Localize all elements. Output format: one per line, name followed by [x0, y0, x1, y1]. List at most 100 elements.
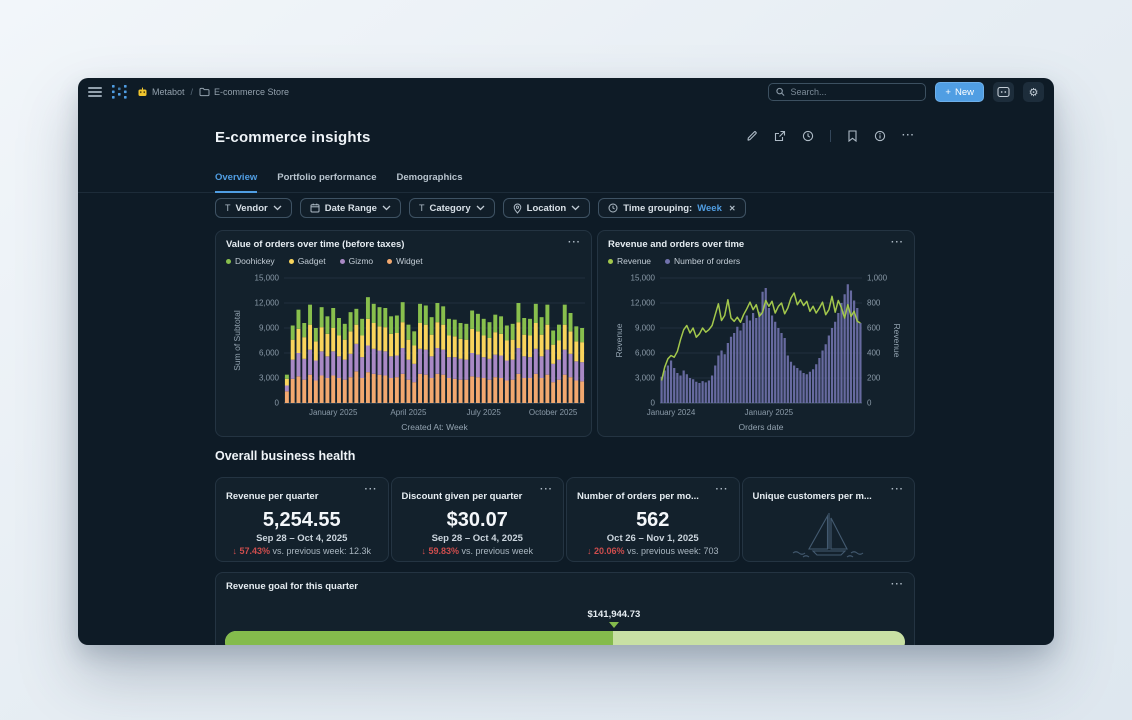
kpi-date-range: Sep 28 – Oct 4, 2025: [431, 533, 523, 544]
revenue-orders-chart-card: Revenue and orders over time ··· Revenue…: [597, 230, 915, 437]
tab-portfolio-performance[interactable]: Portfolio performance: [277, 172, 377, 183]
new-button[interactable]: + New: [935, 82, 984, 102]
search-box[interactable]: [768, 83, 927, 101]
calendar-icon: [310, 203, 320, 213]
legend-item[interactable]: Number of orders: [665, 256, 740, 266]
svg-text:800: 800: [867, 299, 881, 308]
filter-bar: T Vendor Date Range T Category Location …: [215, 198, 746, 218]
share-icon[interactable]: [774, 130, 786, 142]
svg-text:0: 0: [867, 399, 872, 408]
history-clock-icon[interactable]: [802, 130, 814, 142]
card-menu-icon[interactable]: ···: [891, 579, 904, 590]
revenue-goal-card: Revenue goal for this quarter ··· $141,9…: [215, 572, 915, 645]
kpi-revenue-per-quarter[interactable]: Revenue per quarter ··· 5,254.55 Sep 28 …: [215, 477, 389, 562]
page-title: E-commerce insights: [215, 129, 371, 146]
card-menu-icon[interactable]: ···: [891, 237, 904, 248]
svg-text:Sum of Subtotal: Sum of Subtotal: [232, 310, 242, 371]
down-arrow-icon: ↓: [232, 546, 237, 556]
metabase-logo-icon[interactable]: [111, 84, 128, 100]
legend-item[interactable]: Revenue: [608, 256, 651, 266]
svg-text:Revenue: Revenue: [892, 323, 902, 357]
more-options-icon[interactable]: ···: [902, 130, 915, 141]
text-filter-icon: T: [225, 203, 231, 213]
filter-category[interactable]: T Category: [408, 198, 495, 218]
chevron-down-icon: [476, 205, 485, 211]
legend-item[interactable]: Gadget: [288, 256, 326, 266]
kpi-change-pct: 20.06%: [593, 546, 625, 556]
chart-title: Value of orders over time (before taxes): [226, 239, 405, 250]
svg-text:200: 200: [867, 374, 881, 383]
legend-dot: [608, 258, 613, 264]
folder-icon: [199, 87, 210, 97]
card-menu-icon[interactable]: ···: [568, 237, 581, 248]
breadcrumb-metabot[interactable]: Metabot: [137, 87, 185, 98]
goal-marker-value: $141,944.73: [587, 609, 641, 620]
breadcrumb-separator: /: [190, 87, 194, 97]
svg-text:1,000: 1,000: [867, 274, 888, 283]
svg-text:January 2024: January 2024: [647, 408, 696, 417]
chat-icon: [997, 86, 1010, 98]
chevron-down-icon: [273, 205, 282, 211]
settings-button[interactable]: ⚙: [1023, 82, 1044, 102]
goal-card-title: Revenue goal for this quarter: [226, 581, 358, 592]
kpi-title: Revenue per quarter: [226, 491, 319, 502]
svg-text:12,000: 12,000: [255, 299, 280, 308]
metabot-chat-button[interactable]: [993, 82, 1014, 102]
bookmark-icon[interactable]: [847, 130, 858, 142]
card-menu-icon[interactable]: ···: [364, 484, 378, 495]
svg-text:Revenue: Revenue: [614, 323, 624, 357]
kpi-change: ↓ 20.06% vs. previous week: 703: [577, 546, 729, 556]
kpi-discount-per-quarter[interactable]: Discount given per quarter ··· $30.07 Se…: [390, 477, 564, 562]
breadcrumb: Metabot / E-commerce Store: [137, 87, 289, 98]
legend-item[interactable]: Gizmo: [339, 256, 374, 266]
edit-pencil-icon[interactable]: [746, 130, 758, 142]
tab-overview[interactable]: Overview: [215, 172, 258, 193]
kpi-date-range: Oct 26 – Nov 1, 2025: [606, 533, 699, 544]
svg-text:January 2025: January 2025: [745, 408, 794, 417]
kpi-unique-customers[interactable]: Unique customers per m... ···: [741, 477, 915, 562]
filter-time-grouping-label: Time grouping:: [623, 202, 693, 214]
clock-icon: [608, 203, 618, 213]
svg-text:April 2025: April 2025: [390, 408, 427, 417]
filter-vendor[interactable]: T Vendor: [215, 198, 292, 218]
svg-text:0: 0: [275, 399, 280, 408]
kpi-title: Number of orders per mo...: [577, 491, 699, 502]
legend-item[interactable]: Widget: [387, 256, 423, 266]
gear-icon: ⚙: [1028, 86, 1039, 99]
hamburger-menu-icon[interactable]: [88, 87, 102, 97]
down-arrow-icon: ↓: [586, 546, 592, 556]
sailboat-empty-state-icon: [792, 513, 864, 558]
kpi-value: 562: [636, 509, 670, 531]
kpi-orders-per-month[interactable]: Number of orders per mo... ··· 562 Oct 2…: [566, 477, 740, 562]
metabot-robot-icon: [138, 87, 147, 96]
chevron-down-icon: [571, 205, 580, 211]
section-heading: Overall business health: [215, 449, 356, 463]
breadcrumb-collection[interactable]: E-commerce Store: [199, 87, 289, 97]
search-input[interactable]: [790, 87, 919, 97]
legend-label: Gizmo: [348, 256, 374, 266]
filter-time-grouping[interactable]: Time grouping: Week ✕: [598, 198, 746, 218]
legend-label: Revenue: [617, 256, 652, 266]
remove-filter-icon[interactable]: ✕: [728, 203, 736, 213]
chart-legend: Doohickey Gadget Gizmo Widget: [216, 250, 591, 266]
svg-text:9,000: 9,000: [259, 324, 280, 333]
kpi-row: Revenue per quarter ··· 5,254.55 Sep 28 …: [215, 477, 915, 562]
tab-demographics[interactable]: Demographics: [396, 172, 463, 183]
legend-item[interactable]: Doohickey: [226, 256, 275, 266]
new-button-label: New: [954, 86, 974, 98]
card-menu-icon[interactable]: ···: [891, 484, 904, 495]
filter-location[interactable]: Location: [502, 198, 591, 218]
kpi-value: $30.07: [446, 509, 508, 531]
location-pin-icon: [513, 202, 521, 214]
info-icon[interactable]: [874, 130, 886, 142]
down-arrow-icon: ↓: [421, 546, 426, 556]
combo-chart-canvas[interactable]: 0 0 3,000 200 6,000 400 9,000 600 12,000 800 15,00…: [598, 271, 916, 436]
filter-date-range[interactable]: Date Range: [299, 198, 401, 218]
icon-divider: [830, 130, 831, 142]
card-menu-icon[interactable]: ···: [715, 484, 729, 495]
stacked-bar-chart-canvas[interactable]: 0 3,000 6,000 9,000 12,000 15,000 Sum of Subto…: [216, 271, 593, 436]
chevron-down-icon: [382, 205, 391, 211]
card-menu-icon[interactable]: ···: [540, 484, 553, 495]
svg-text:15,000: 15,000: [255, 274, 280, 283]
svg-text:600: 600: [867, 324, 881, 333]
